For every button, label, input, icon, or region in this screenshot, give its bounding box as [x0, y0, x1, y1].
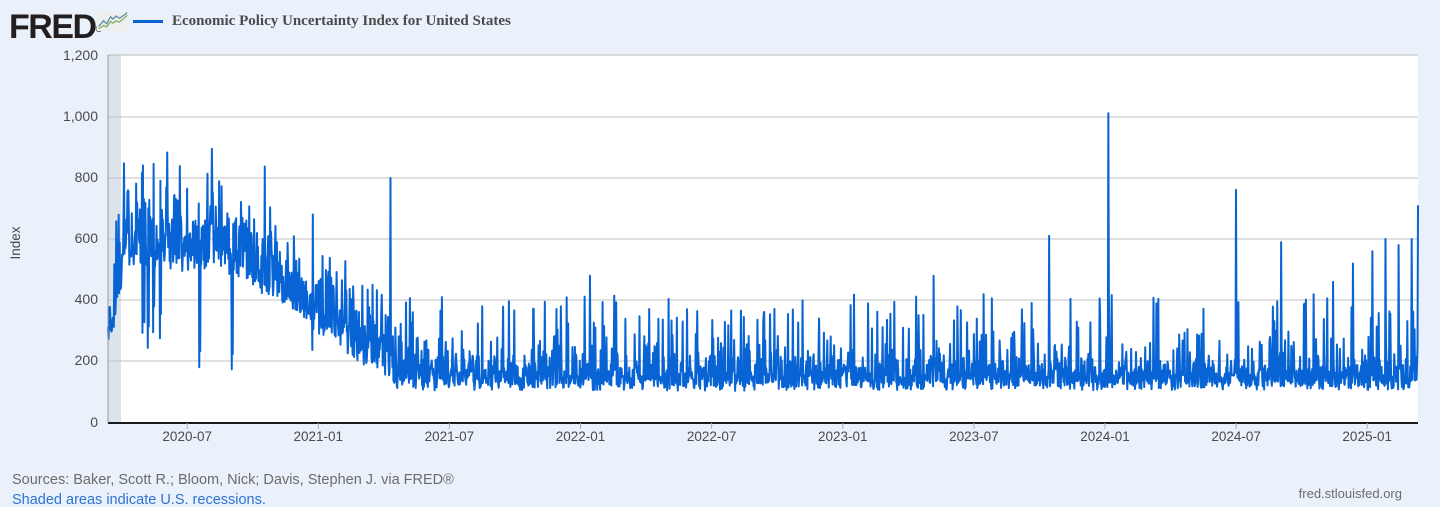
- svg-text:0: 0: [90, 414, 98, 430]
- svg-text:1,000: 1,000: [63, 108, 98, 124]
- svg-text:2025-01: 2025-01: [1342, 429, 1392, 444]
- svg-text:800: 800: [75, 169, 99, 185]
- svg-text:2024-07: 2024-07: [1211, 429, 1261, 444]
- svg-text:2023-01: 2023-01: [818, 429, 868, 444]
- svg-text:400: 400: [75, 291, 99, 307]
- svg-text:2022-01: 2022-01: [556, 429, 606, 444]
- svg-text:Index: Index: [8, 226, 23, 259]
- svg-text:200: 200: [75, 352, 99, 368]
- svg-text:600: 600: [75, 230, 99, 246]
- svg-text:2021-01: 2021-01: [294, 429, 344, 444]
- svg-text:2024-01: 2024-01: [1080, 429, 1130, 444]
- svg-text:1,200: 1,200: [63, 47, 98, 63]
- svg-text:2023-07: 2023-07: [949, 429, 999, 444]
- svg-text:2020-07: 2020-07: [162, 429, 212, 444]
- svg-text:2021-07: 2021-07: [425, 429, 475, 444]
- svg-text:2022-07: 2022-07: [687, 429, 737, 444]
